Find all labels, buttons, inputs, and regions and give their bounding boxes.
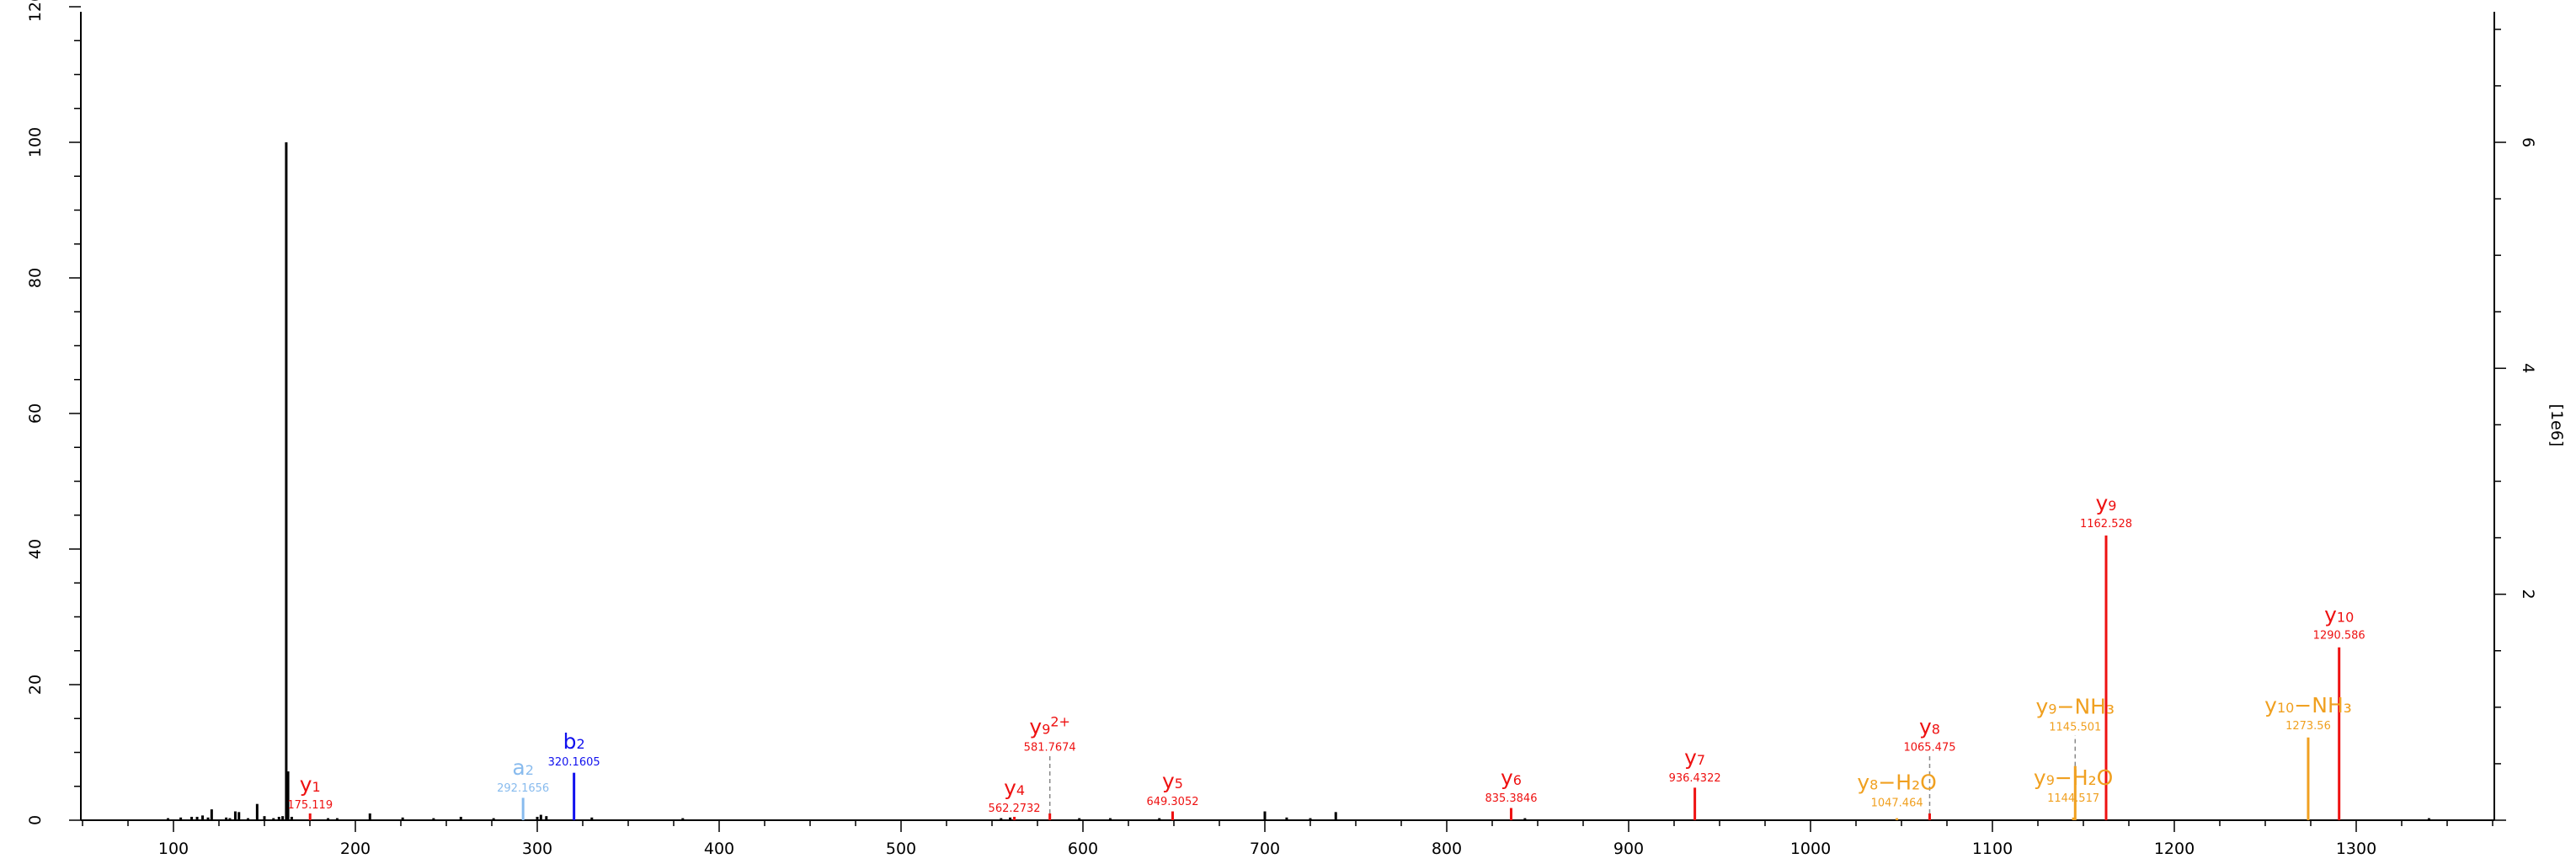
ion-mz-label: 175.119 <box>287 799 333 812</box>
ion-label-base: y <box>1162 769 1175 793</box>
ion-mz-label: 292.1656 <box>497 782 549 795</box>
ion-label-base: y <box>1029 715 1042 739</box>
ion-label: y9−H₂O <box>2034 765 2113 790</box>
ion-label-base: y <box>1501 765 1513 790</box>
y-tick-label: 120 <box>26 0 45 22</box>
ion-mz-label: 649.3052 <box>1146 796 1198 808</box>
ion-label-suffix: −H₂O <box>2055 765 2113 790</box>
x-tick-label: 200 <box>340 840 371 858</box>
ion-label-suffix: −H₂O <box>1878 771 1936 795</box>
y2-tick-label: 6 <box>2519 137 2537 147</box>
ion-label-base: y <box>1857 771 1869 795</box>
ion-label: y5 <box>1162 769 1183 793</box>
ion-mz-label: 1065.475 <box>1903 742 1955 755</box>
ion-label-index: 10 <box>2337 610 2354 626</box>
ion-label: y6 <box>1501 765 1522 790</box>
ion-mz-label: 1144.517 <box>2047 792 2099 805</box>
y-tick-label: 20 <box>26 675 45 695</box>
ion-label: y1 <box>300 772 321 797</box>
ion-label: y7 <box>1684 745 1705 770</box>
ion-mz-label: 1145.501 <box>2049 721 2101 733</box>
ion-label-index: 7 <box>1697 752 1705 768</box>
ion-mz-label: 320.1605 <box>548 756 600 769</box>
ion-label-index: 10 <box>2277 700 2294 716</box>
ion-label-base: b <box>563 729 577 754</box>
ion-label: a2 <box>512 755 534 780</box>
y-tick-label: 0 <box>26 815 45 825</box>
ion-label-suffix: −NH₃ <box>2057 694 2115 718</box>
ion-mz-label: 1162.528 <box>2080 518 2132 531</box>
ion-label-index: 9 <box>1042 722 1050 738</box>
ion-label-index: 9 <box>2108 498 2116 514</box>
x-tick-label: 700 <box>1250 840 1280 858</box>
ion-label: y9−NH₃ <box>2036 694 2115 718</box>
x-tick-label: 100 <box>158 840 189 858</box>
peaks-group <box>167 142 2430 820</box>
x-tick-label: 300 <box>522 840 552 858</box>
x-tick-label: 900 <box>1613 840 1644 858</box>
ion-label-index: 2 <box>525 762 534 778</box>
ion-label: y10 <box>2324 603 2354 627</box>
y-tick-label: 40 <box>26 539 45 559</box>
y-tick-label: 60 <box>26 403 45 424</box>
ion-label: y10−NH₃ <box>2264 693 2352 717</box>
x-tick-label: 1100 <box>1972 840 2013 858</box>
ion-label-base: y <box>2264 693 2277 717</box>
x-tick-label: 400 <box>704 840 734 858</box>
x-tick-label: 600 <box>1068 840 1098 858</box>
ion-mz-label: 1290.586 <box>2313 630 2365 643</box>
ion-label-index: 1 <box>312 779 321 795</box>
ion-mz-label: 936.4322 <box>1669 772 1721 785</box>
ion-label-base: a <box>512 755 525 780</box>
ion-label-base: y <box>2034 765 2046 790</box>
x-tick-label: 800 <box>1432 840 1462 858</box>
ion-label: y4 <box>1004 776 1025 800</box>
ion-label: y8−H₂O <box>1857 771 1936 795</box>
ion-label-index: 8 <box>1932 722 1940 738</box>
ion-mz-label: 581.7674 <box>1024 742 1076 755</box>
ion-label: y9 <box>2096 491 2117 515</box>
ion-label-index: 4 <box>1016 782 1025 798</box>
ion-label-suffix: −NH₃ <box>2294 693 2351 717</box>
ion-labels-group: y1175.119a2292.1656b2320.1605y4562.2732y… <box>287 491 2365 815</box>
ion-label: y8 <box>1919 715 1940 739</box>
ion-label: b2 <box>563 729 585 754</box>
ion-label-base: y <box>2036 694 2049 718</box>
ion-label-base: y <box>2324 603 2337 627</box>
ion-label-index: 2 <box>576 736 584 752</box>
axes-group: 0 20 40 60 80 100 120 2 4 6 100 200 300 400 500 600 700 8… <box>26 0 2537 858</box>
x-tick-label: 500 <box>886 840 916 858</box>
ion-label-suffix: 2+ <box>1050 714 1070 730</box>
ion-label-base: y <box>1004 776 1016 800</box>
ion-label: y92+ <box>1029 714 1070 739</box>
x-tick-label: 1000 <box>1790 840 1831 858</box>
ion-label-base: y <box>1684 745 1697 770</box>
y2-tick-label: 4 <box>2519 363 2537 373</box>
y-tick-label: 100 <box>26 127 45 157</box>
ion-mz-label: 1047.464 <box>1871 797 1923 810</box>
ion-label-index: 9 <box>2046 772 2055 788</box>
ion-label-index: 6 <box>1513 772 1522 788</box>
ion-label-base: y <box>2096 491 2109 515</box>
ion-mz-label: 562.2732 <box>989 803 1041 815</box>
ion-mz-label: 835.3846 <box>1485 792 1537 805</box>
ion-label-base: y <box>1919 715 1932 739</box>
ion-label-index: 9 <box>2048 701 2056 717</box>
x-tick-label: 1200 <box>2154 840 2195 858</box>
right-axis-scale-label: [1e6] <box>2547 404 2566 447</box>
x-tick-label: 1300 <box>2336 840 2376 858</box>
ion-mz-label: 1273.56 <box>2285 720 2331 733</box>
ion-label-base: y <box>300 772 312 797</box>
ion-label-index: 5 <box>1175 776 1183 792</box>
y2-tick-label: 2 <box>2519 589 2537 600</box>
y-tick-label: 80 <box>26 268 45 288</box>
ion-label-index: 8 <box>1869 777 1878 793</box>
